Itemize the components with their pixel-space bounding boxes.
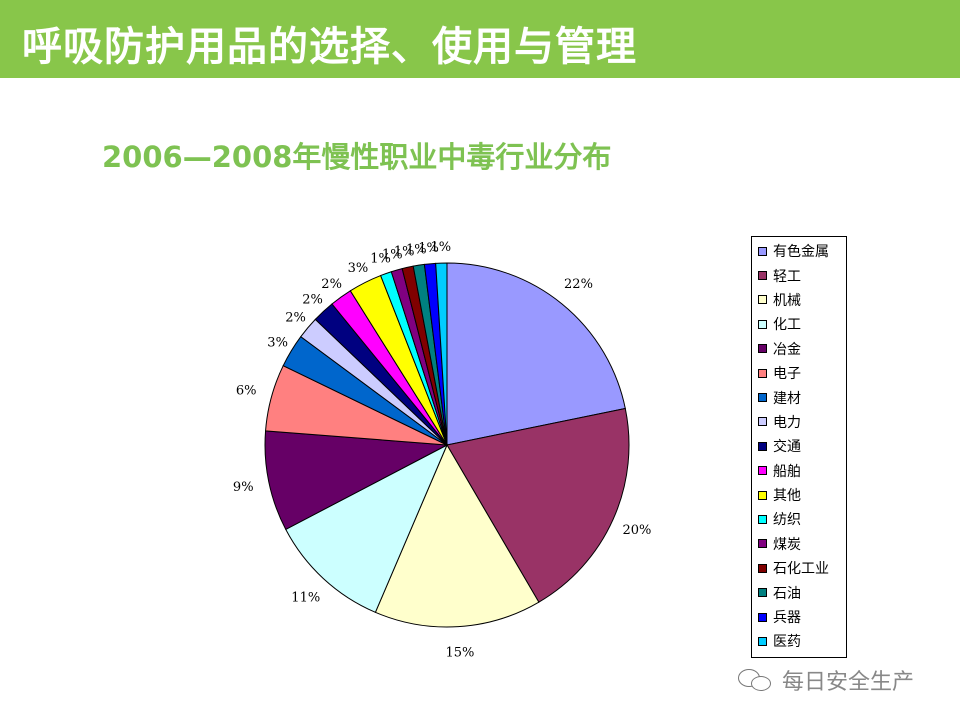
chart-title: 2006—2008年慢性职业中毒行业分布 xyxy=(102,140,612,174)
legend-label-6: 建材 xyxy=(773,390,801,407)
legend-label-12: 煤炭 xyxy=(773,536,801,553)
slice-label-5: 6% xyxy=(236,384,257,399)
legend-item-10: 其他 xyxy=(752,483,846,507)
legend-swatch-11 xyxy=(758,514,767,524)
legend-swatch-8 xyxy=(758,441,767,451)
legend-swatch-10 xyxy=(758,490,767,500)
slice-label-12: 1% xyxy=(382,248,403,263)
wechat-icon xyxy=(738,667,774,693)
legend-item-14: 石油 xyxy=(752,580,846,604)
legend-swatch-2 xyxy=(758,295,767,305)
legend-label-4: 冶金 xyxy=(773,341,801,358)
legend-swatch-14 xyxy=(758,588,767,598)
legend-label-5: 电子 xyxy=(773,366,801,383)
legend-swatch-12 xyxy=(758,539,767,549)
watermark: 每日安全生产 xyxy=(738,664,914,696)
legend-label-9: 船舶 xyxy=(773,463,801,480)
slice-label-0: 22% xyxy=(564,277,593,292)
legend-swatch-13 xyxy=(758,563,767,573)
legend-swatch-0 xyxy=(758,246,767,256)
legend-item-11: 纺织 xyxy=(752,507,846,531)
slice-label-9: 2% xyxy=(321,277,342,292)
legend-label-11: 纺织 xyxy=(773,512,801,529)
legend-item-1: 轻工 xyxy=(752,263,846,287)
slice-label-2: 15% xyxy=(445,646,474,661)
legend-item-9: 船舶 xyxy=(752,459,846,483)
pie-slice-1 xyxy=(446,407,630,603)
legend-swatch-1 xyxy=(758,271,767,281)
pie-slice-3 xyxy=(285,443,449,613)
legend-label-2: 机械 xyxy=(773,292,801,309)
page-title: 呼吸防护用品的选择、使用与管理 xyxy=(22,24,637,70)
slice-label-10: 3% xyxy=(348,261,369,276)
legend-swatch-4 xyxy=(758,344,767,354)
legend-label-10: 其他 xyxy=(773,488,801,505)
slice-label-6: 3% xyxy=(267,335,288,350)
legend-item-12: 煤炭 xyxy=(752,532,846,556)
legend-item-16: 医药 xyxy=(752,629,846,653)
legend-item-13: 石化工业 xyxy=(752,556,846,580)
legend-swatch-5 xyxy=(758,368,767,378)
slice-label-8: 2% xyxy=(302,293,323,308)
watermark-text: 每日安全生产 xyxy=(782,670,915,695)
slice-label-13: 1% xyxy=(394,245,415,260)
legend-item-7: 电力 xyxy=(752,410,846,434)
pie-slice-4 xyxy=(264,430,449,531)
slice-label-7: 2% xyxy=(285,310,306,325)
pie-slice-0 xyxy=(446,262,626,446)
legend-label-14: 石油 xyxy=(773,585,801,602)
legend-label-16: 医药 xyxy=(773,634,801,651)
header-bar: 呼吸防护用品的选择、使用与管理 xyxy=(0,0,960,78)
pie-slice-2 xyxy=(374,443,540,628)
legend-item-6: 建材 xyxy=(752,385,846,409)
legend-item-15: 兵器 xyxy=(752,605,846,629)
legend-swatch-16 xyxy=(758,636,767,646)
slice-label-3: 11% xyxy=(291,591,320,606)
legend-item-8: 交通 xyxy=(752,434,846,458)
legend-label-7: 电力 xyxy=(773,414,801,431)
legend-item-0: 有色金属 xyxy=(752,239,846,263)
legend-item-4: 冶金 xyxy=(752,337,846,361)
legend-swatch-6 xyxy=(758,393,767,403)
slice-label-15: 1% xyxy=(418,241,439,256)
legend-label-15: 兵器 xyxy=(773,610,801,627)
legend-swatch-7 xyxy=(758,417,767,427)
slice-label-16: 1% xyxy=(431,240,452,255)
legend-item-2: 机械 xyxy=(752,288,846,312)
legend-swatch-15 xyxy=(758,612,767,622)
chart-legend: 有色金属轻工机械化工冶金电子建材电力交通船舶其他纺织煤炭石化工业石油兵器医药 xyxy=(751,236,847,658)
legend-label-3: 化工 xyxy=(773,317,801,334)
pie-slice-16 xyxy=(435,262,448,446)
legend-label-13: 石化工业 xyxy=(773,561,829,578)
slice-label-14: 1% xyxy=(406,242,427,257)
legend-item-5: 电子 xyxy=(752,361,846,385)
legend-swatch-9 xyxy=(758,466,767,476)
legend-label-1: 轻工 xyxy=(773,268,801,285)
legend-item-3: 化工 xyxy=(752,312,846,336)
slice-label-1: 20% xyxy=(622,523,651,538)
slice-label-11: 1% xyxy=(370,251,391,266)
legend-swatch-3 xyxy=(758,319,767,329)
slice-label-4: 9% xyxy=(233,480,254,495)
legend-label-0: 有色金属 xyxy=(773,244,829,261)
legend-label-8: 交通 xyxy=(773,439,801,456)
